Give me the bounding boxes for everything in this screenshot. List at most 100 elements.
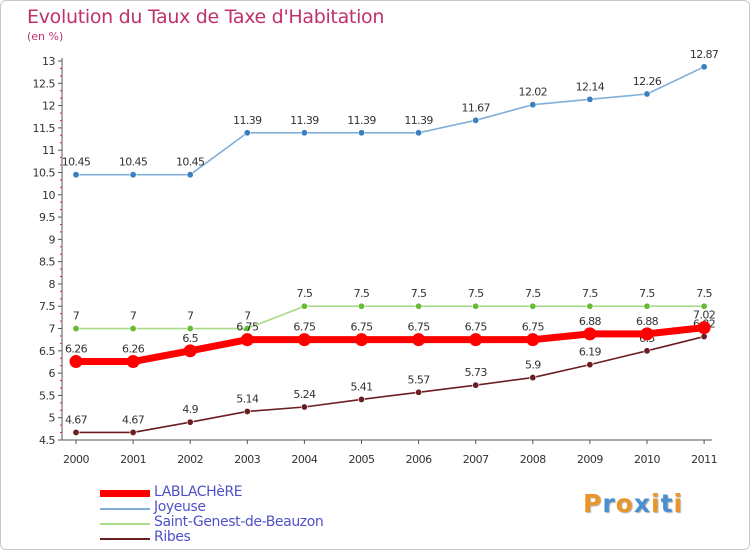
data-point-joyeuse bbox=[243, 129, 251, 137]
data-point-lablach-re bbox=[412, 333, 426, 347]
x-tick-label: 2007 bbox=[463, 453, 489, 466]
y-tick-label: 4.5 bbox=[39, 434, 55, 447]
data-label-ribes: 6.19 bbox=[579, 346, 602, 359]
data-label-lablach-re: 6.5 bbox=[182, 332, 198, 345]
data-point-saint-genest-de-beauzon bbox=[357, 302, 365, 310]
data-point-saint-genest-de-beauzon bbox=[700, 302, 708, 310]
data-label-saint-genest-de-beauzon: 7 bbox=[130, 310, 137, 323]
data-point-joyeuse bbox=[72, 171, 80, 179]
legend-swatch-joyeuse bbox=[100, 508, 150, 510]
data-point-saint-genest-de-beauzon bbox=[129, 325, 137, 333]
data-label-saint-genest-de-beauzon: 7.5 bbox=[696, 287, 712, 300]
data-point-joyeuse bbox=[643, 90, 651, 98]
series-line-saint-genest-de-beauzon bbox=[75, 305, 705, 330]
logo-letter: P bbox=[583, 489, 603, 518]
data-label-ribes: 5.9 bbox=[525, 359, 541, 372]
data-point-lablach-re bbox=[183, 344, 197, 358]
legend-label-saint-genest-de-beauzon: Saint-Genest-de-Beauzon bbox=[154, 514, 324, 530]
data-label-lablach-re: 6.26 bbox=[122, 343, 145, 356]
data-label-lablach-re: 6.75 bbox=[350, 321, 373, 334]
y-tick-label: 7 bbox=[49, 323, 56, 336]
x-tick-label: 2006 bbox=[406, 453, 432, 466]
logo-letter: r bbox=[602, 489, 616, 518]
data-point-ribes bbox=[643, 347, 651, 355]
chart-title: Evolution du Taux de Taxe d'Habitation bbox=[27, 6, 385, 28]
data-label-joyeuse: 11.39 bbox=[290, 114, 319, 127]
data-label-joyeuse: 10.45 bbox=[176, 156, 205, 169]
data-point-saint-genest-de-beauzon bbox=[243, 325, 251, 333]
legend-swatch-ribes bbox=[100, 538, 150, 540]
data-label-saint-genest-de-beauzon: 7.5 bbox=[582, 287, 598, 300]
y-tick-label: 9.5 bbox=[39, 211, 55, 224]
logo-letter: o bbox=[615, 489, 634, 518]
data-point-lablach-re bbox=[126, 355, 140, 369]
data-point-ribes bbox=[586, 361, 594, 369]
data-label-joyeuse: 11.39 bbox=[347, 114, 376, 127]
data-point-saint-genest-de-beauzon bbox=[415, 302, 423, 310]
data-point-ribes bbox=[357, 395, 365, 403]
data-point-joyeuse bbox=[472, 116, 480, 124]
data-label-joyeuse: 11.67 bbox=[461, 101, 490, 114]
data-label-lablach-re: 6.88 bbox=[579, 315, 602, 328]
legend-label-lablach-re: LABLACHèRE bbox=[154, 484, 243, 500]
data-point-ribes bbox=[129, 428, 137, 436]
x-tick-label: 2008 bbox=[520, 453, 546, 466]
data-label-ribes: 5.14 bbox=[236, 392, 259, 405]
y-tick-label: 6.5 bbox=[39, 345, 55, 358]
data-point-lablach-re bbox=[697, 321, 711, 335]
data-point-ribes bbox=[472, 381, 480, 389]
series-line-lablach-re bbox=[72, 324, 708, 366]
data-point-lablach-re bbox=[355, 333, 368, 347]
data-label-saint-genest-de-beauzon: 7.5 bbox=[297, 287, 313, 300]
y-tick-label: 8 bbox=[49, 278, 56, 291]
data-label-lablach-re: 6.26 bbox=[65, 343, 88, 356]
y-tick-label: 5.5 bbox=[39, 389, 55, 402]
data-label-saint-genest-de-beauzon: 7 bbox=[73, 310, 80, 323]
data-point-saint-genest-de-beauzon bbox=[472, 302, 480, 310]
data-label-joyeuse: 10.45 bbox=[119, 156, 148, 169]
data-label-joyeuse: 12.14 bbox=[576, 80, 605, 93]
data-label-saint-genest-de-beauzon: 7.5 bbox=[354, 287, 370, 300]
proxiti-logo: Proxiti bbox=[583, 489, 683, 518]
data-point-lablach-re bbox=[297, 333, 311, 347]
data-point-lablach-re bbox=[69, 355, 83, 369]
x-tick-label: 2011 bbox=[691, 453, 717, 466]
data-point-joyeuse bbox=[700, 63, 708, 71]
data-label-lablach-re: 6.75 bbox=[408, 321, 431, 334]
data-label-ribes: 4.67 bbox=[122, 413, 145, 426]
y-tick-label: 13 bbox=[42, 55, 55, 68]
y-tick-label: 7.5 bbox=[39, 300, 55, 313]
logo-letter: i bbox=[651, 489, 661, 518]
data-point-ribes bbox=[72, 428, 80, 436]
data-label-saint-genest-de-beauzon: 7.5 bbox=[468, 287, 484, 300]
x-tick-label: 2000 bbox=[63, 453, 89, 466]
data-label-ribes: 4.9 bbox=[182, 403, 198, 416]
logo-letter: t bbox=[660, 489, 674, 518]
data-label-joyeuse: 12.26 bbox=[633, 75, 662, 88]
legend-label-joyeuse: Joyeuse bbox=[154, 499, 206, 515]
data-point-joyeuse bbox=[415, 129, 423, 137]
data-point-saint-genest-de-beauzon bbox=[72, 325, 80, 333]
legend-swatch-saint-genest-de-beauzon bbox=[100, 523, 150, 525]
data-label-lablach-re: 7.02 bbox=[693, 309, 715, 322]
data-point-joyeuse bbox=[129, 171, 137, 179]
x-tick-label: 2009 bbox=[577, 453, 603, 466]
data-label-ribes: 4.67 bbox=[65, 413, 88, 426]
y-tick-label: 12 bbox=[42, 100, 55, 113]
data-point-joyeuse bbox=[300, 129, 308, 137]
logo-letter: x bbox=[633, 489, 651, 518]
data-label-saint-genest-de-beauzon: 7.5 bbox=[639, 287, 655, 300]
data-point-saint-genest-de-beauzon bbox=[586, 302, 594, 310]
data-point-joyeuse bbox=[357, 129, 365, 137]
data-point-joyeuse bbox=[529, 101, 537, 109]
series-line-joyeuse bbox=[75, 65, 705, 176]
data-point-saint-genest-de-beauzon bbox=[300, 302, 308, 310]
data-label-saint-genest-de-beauzon: 7 bbox=[244, 310, 251, 323]
data-label-saint-genest-de-beauzon: 7.5 bbox=[525, 287, 541, 300]
x-tick-label: 2005 bbox=[349, 453, 375, 466]
legend-swatch-lablach-re bbox=[100, 490, 150, 497]
data-label-ribes: 5.41 bbox=[350, 380, 372, 393]
series-line-ribes bbox=[75, 335, 705, 434]
y-tick-label: 11 bbox=[42, 144, 55, 157]
